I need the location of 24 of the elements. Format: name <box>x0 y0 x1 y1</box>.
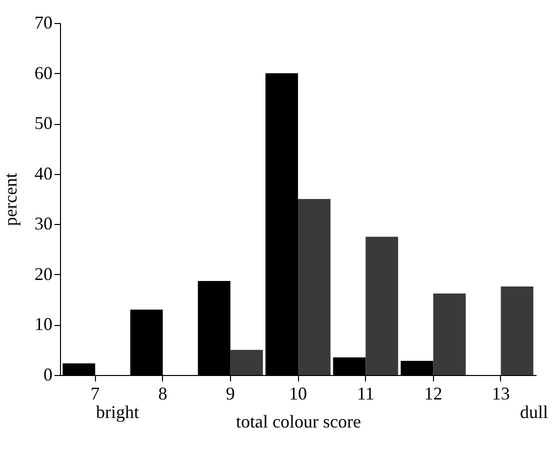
bar <box>230 350 263 375</box>
bar <box>298 199 331 375</box>
x-tick-label: 13 <box>492 384 510 404</box>
text: dull <box>520 402 548 423</box>
bar <box>366 236 398 375</box>
y-tick-label: 20 <box>34 264 52 284</box>
text: bright <box>96 402 139 423</box>
y-tick-label: 10 <box>34 314 52 334</box>
y-tick-label: 0 <box>44 364 52 384</box>
y-tick-label: 40 <box>34 163 52 184</box>
x-tick-label: 9 <box>226 384 235 404</box>
x-tick-label: 10 <box>289 384 307 404</box>
x-axis-title: total colour score <box>236 412 361 432</box>
y-tick-label: 50 <box>34 113 52 134</box>
y-axis-title: percent <box>0 173 20 226</box>
x-tick-label: 8 <box>158 384 168 404</box>
x-tick-label: 11 <box>356 384 374 404</box>
y-tick-label: 70 <box>34 12 52 32</box>
x-tick-label: 7 <box>90 384 100 404</box>
y-tick-label: 60 <box>34 62 52 83</box>
bar <box>433 294 466 375</box>
x-tick-label: 12 <box>424 384 442 404</box>
y-tick-label: 30 <box>34 214 52 234</box>
bar <box>500 286 534 375</box>
